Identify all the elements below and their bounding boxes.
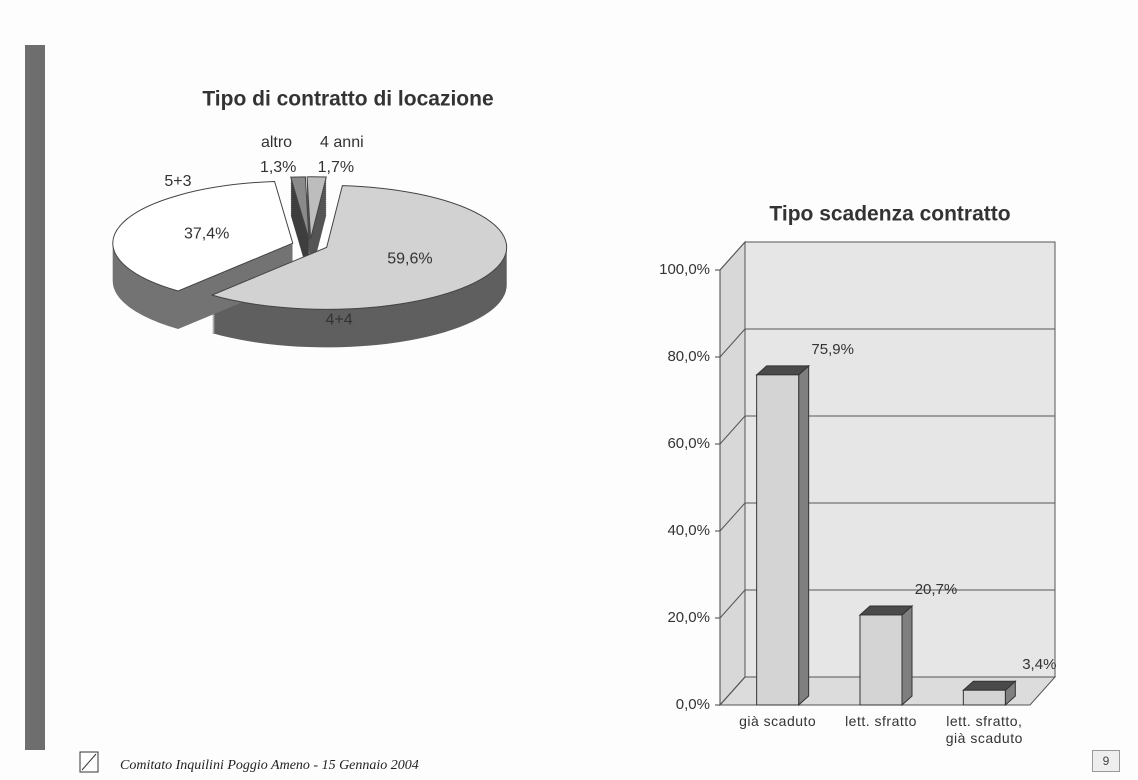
slice-value: 59,6%: [387, 250, 432, 267]
value-label: 3,4%: [1022, 656, 1056, 673]
pie-title: Tipo di contratto di locazione: [202, 88, 493, 111]
footer-icon: [79, 751, 99, 773]
grid-line: [719, 589, 746, 619]
bar-top: [755, 365, 810, 376]
y-tick-label: 0,0%: [676, 696, 710, 713]
y-tick-label: 80,0%: [667, 348, 710, 365]
bar: [756, 374, 800, 706]
slice-name: 4+4: [326, 312, 353, 329]
slice-name: 5+3: [164, 173, 191, 190]
grid-line: [719, 415, 746, 445]
y-tick-label: 40,0%: [667, 522, 710, 539]
footer: Comitato Inquilini Poggio Ameno - 15 Gen…: [120, 758, 419, 773]
grid-line: [719, 241, 746, 271]
y-tick-label: 60,0%: [667, 435, 710, 452]
value-label: 75,9%: [811, 341, 854, 358]
bar-top: [858, 605, 914, 616]
slice-value: 37,4%: [184, 225, 229, 242]
bar: [962, 689, 1006, 706]
bar-top: [962, 680, 1017, 691]
grid-line: [719, 676, 746, 706]
y-tick-label: 100,0%: [659, 261, 710, 278]
bar-title: Tipo scadenza contratto: [769, 203, 1010, 226]
icon-frame: [79, 751, 99, 773]
slice: [306, 176, 327, 239]
grid-line: [719, 328, 746, 358]
slice: [290, 176, 310, 239]
y-tick-label: 20,0%: [667, 609, 710, 626]
value-label: 20,7%: [915, 581, 958, 598]
grid-line: [719, 502, 746, 532]
slice: [112, 181, 294, 292]
slice-name: 4 anni: [320, 134, 364, 151]
x-tick-label: già scaduto: [739, 713, 817, 729]
slice: [210, 185, 508, 310]
slice-value: 1,3%: [260, 159, 296, 176]
slice-value: 1,7%: [318, 159, 354, 176]
x-tick-label: lett. sfratto: [845, 713, 917, 729]
x-tick-label: lett. sfratto, già scaduto: [945, 713, 1023, 746]
side-bar: [25, 45, 45, 750]
slice-name: altro: [261, 134, 292, 151]
bar-side: [901, 604, 913, 707]
side-wall: [719, 240, 746, 707]
icon-stroke: [81, 753, 97, 771]
page-number: 9: [1092, 750, 1120, 772]
bar-side: [798, 364, 810, 707]
bar: [859, 614, 903, 706]
